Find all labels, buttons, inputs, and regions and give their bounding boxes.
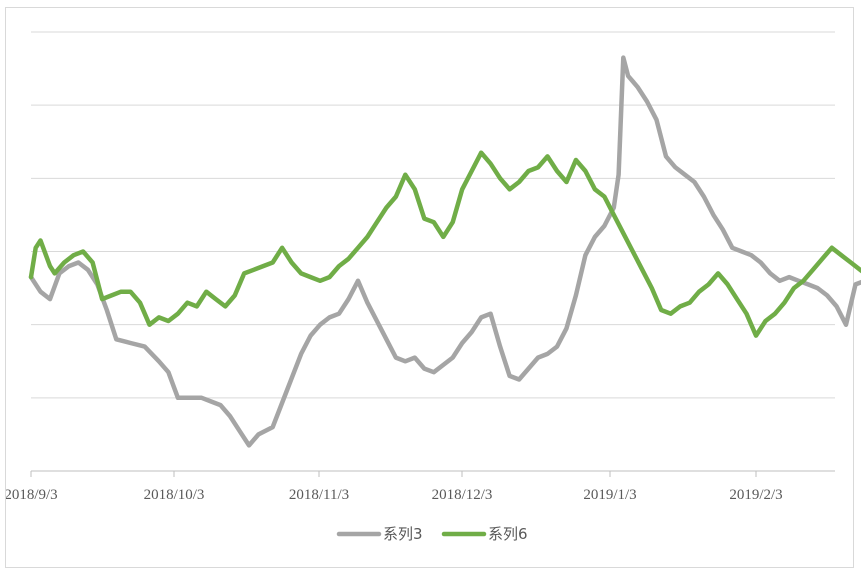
chart-frame xyxy=(5,7,854,568)
x-tick-label: 2019/1/3 xyxy=(583,487,636,503)
legend-label: 系列6 xyxy=(488,525,528,543)
legend[interactable]: 系列3 系列6 xyxy=(336,525,528,543)
x-tick-label: 2018/9/3 xyxy=(4,487,57,503)
series-lines xyxy=(28,55,861,448)
series-line-2 xyxy=(28,150,861,338)
x-tick-label: 2018/12/3 xyxy=(432,487,493,503)
x-tick-label: 2018/11/3 xyxy=(289,487,349,503)
x-tick-label: 2018/10/3 xyxy=(144,487,205,503)
gridlines xyxy=(31,31,835,399)
legend-label: 系列3 xyxy=(383,525,423,543)
x-axis-ticks: 2018/9/3 2018/10/3 2018/11/3 2018/12/3 2019/… xyxy=(4,471,783,503)
series-line-1 xyxy=(28,55,861,448)
x-tick-label: 2019/2/3 xyxy=(729,487,782,503)
